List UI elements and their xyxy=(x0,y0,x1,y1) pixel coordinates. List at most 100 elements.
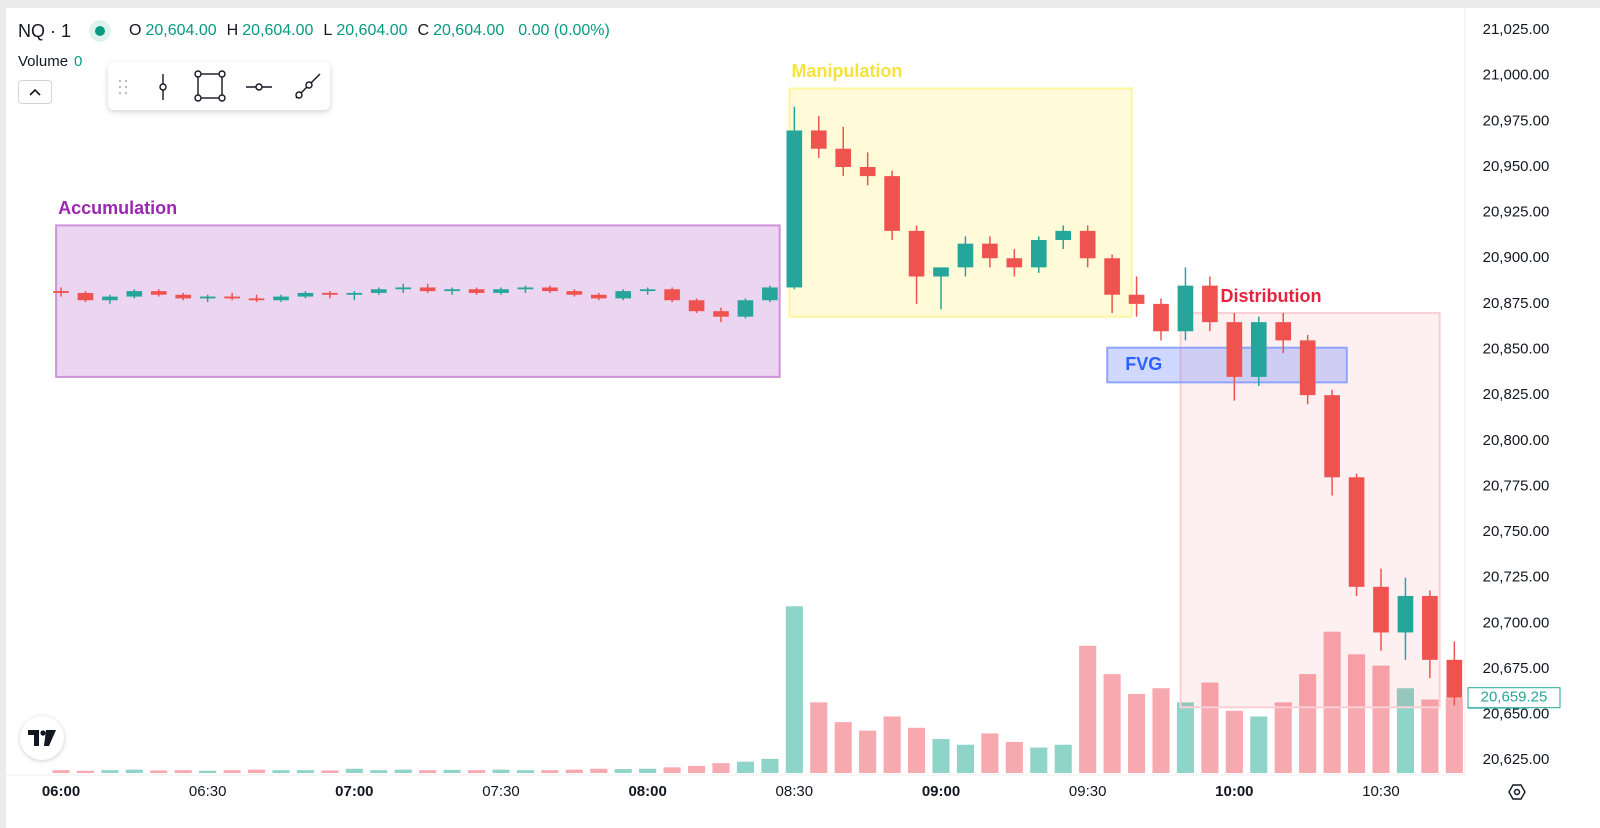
volume-bar xyxy=(883,716,901,773)
candle-body xyxy=(615,291,632,299)
volume-bar xyxy=(199,770,217,773)
volume-bar xyxy=(565,769,583,773)
volume-bar xyxy=(1079,645,1097,773)
x-tick-label: 09:00 xyxy=(922,783,960,800)
y-tick-label: 20,900.00 xyxy=(1483,249,1550,266)
candle-body xyxy=(419,287,436,292)
change: 0.00 (0.00%) xyxy=(518,22,610,39)
candle-body xyxy=(1202,285,1218,323)
volume-bar xyxy=(345,768,363,773)
candle-body xyxy=(957,243,974,268)
y-tick-label: 20,625.00 xyxy=(1483,751,1550,768)
candle-body xyxy=(1397,595,1414,633)
volume-bar xyxy=(859,730,877,773)
ohlc-label: C xyxy=(417,22,430,39)
volume-bar xyxy=(1274,702,1292,773)
ohlc-label: L xyxy=(323,22,333,39)
settings-icon[interactable] xyxy=(1508,784,1526,800)
candle-body xyxy=(273,296,289,301)
volume-bar xyxy=(688,765,706,773)
candle-body xyxy=(908,230,925,277)
volume-bars xyxy=(52,606,1463,773)
trend-line-tool[interactable] xyxy=(295,73,321,99)
volume-bar xyxy=(1299,674,1317,773)
volume-bar xyxy=(541,770,559,773)
volume-bar xyxy=(663,767,681,773)
volume-bar xyxy=(370,770,388,773)
volume-bar xyxy=(736,761,754,773)
volume-bar xyxy=(1372,665,1390,773)
candle-body xyxy=(1226,322,1243,377)
status-dot xyxy=(89,20,112,42)
drag-handle[interactable] xyxy=(118,79,128,95)
candle-body xyxy=(566,291,583,295)
candle-body xyxy=(150,291,167,295)
x-tick-label: 06:00 xyxy=(42,783,80,800)
candle-body xyxy=(1348,477,1365,587)
candle-body xyxy=(1006,258,1023,268)
y-tick-label: 20,950.00 xyxy=(1483,158,1550,175)
horizontal-ray-tool[interactable] xyxy=(246,83,272,91)
candle-body xyxy=(810,130,827,149)
volume-bar xyxy=(443,769,461,773)
candle-body xyxy=(542,287,558,292)
candle-body xyxy=(1275,322,1292,341)
volume-bar xyxy=(932,739,950,773)
volume-bar xyxy=(492,769,510,773)
volume-bar xyxy=(1201,682,1219,773)
candle-body xyxy=(688,300,705,312)
x-tick-label: 09:30 xyxy=(1069,783,1107,800)
candle-body xyxy=(664,289,680,301)
symbol[interactable]: NQ · 1 xyxy=(18,20,72,41)
candle-body xyxy=(713,311,729,317)
frame xyxy=(0,0,6,828)
rectangle-tool[interactable] xyxy=(194,70,226,102)
y-tick-label: 20,725.00 xyxy=(1483,569,1550,586)
volume-bar xyxy=(1250,716,1268,773)
y-tick-label: 20,700.00 xyxy=(1483,614,1550,631)
y-tick-label: 20,875.00 xyxy=(1483,295,1550,312)
drawing-toolbar xyxy=(108,62,330,110)
y-tick-label: 20,750.00 xyxy=(1483,523,1550,540)
frame xyxy=(0,0,1600,8)
tradingview-logo[interactable] xyxy=(20,716,64,760)
candle-body xyxy=(297,292,314,297)
y-tick-label: 20,675.00 xyxy=(1483,660,1550,677)
ohlc-label: O xyxy=(129,22,142,39)
volume-bar xyxy=(810,702,828,773)
candle-body xyxy=(762,287,778,301)
volume-bar xyxy=(1128,693,1146,773)
last-price-box xyxy=(1467,687,1561,709)
vertical-line-tool[interactable] xyxy=(159,74,167,100)
volume-bar xyxy=(1421,699,1439,773)
volume-bar xyxy=(1348,654,1366,773)
x-tick-label: 08:30 xyxy=(776,783,814,800)
candle-body xyxy=(444,289,460,292)
candle-body xyxy=(1373,586,1389,633)
volume-bar xyxy=(1176,702,1194,773)
collapse-button[interactable] xyxy=(18,80,52,104)
candle-body xyxy=(835,148,852,167)
volume-value: 0 xyxy=(74,53,83,70)
volume-bar xyxy=(125,769,143,773)
candle-body xyxy=(493,289,509,293)
y-tick-label: 20,850.00 xyxy=(1483,340,1550,357)
volume-bar xyxy=(468,770,486,773)
volume-bar xyxy=(908,727,926,773)
volume-bar xyxy=(223,770,241,773)
zone-label: Manipulation xyxy=(791,61,902,81)
candle-body xyxy=(517,287,534,290)
volume-bar xyxy=(419,770,437,773)
volume-label: Volume xyxy=(18,53,69,70)
candle-body xyxy=(1250,322,1267,377)
volume-bar xyxy=(76,770,94,773)
volume-bar xyxy=(785,606,803,773)
volume-bar xyxy=(296,770,314,773)
legend: NQ · 1 O 20,604.00 H 20,604.00 L 20,604.00 … xyxy=(18,20,610,42)
volume-bar xyxy=(1030,747,1048,773)
volume-bar xyxy=(1396,688,1414,773)
x-tick-label: 07:30 xyxy=(482,783,520,800)
candle-body xyxy=(53,291,69,293)
candle-body xyxy=(1104,258,1120,295)
volume-bar xyxy=(272,770,290,773)
